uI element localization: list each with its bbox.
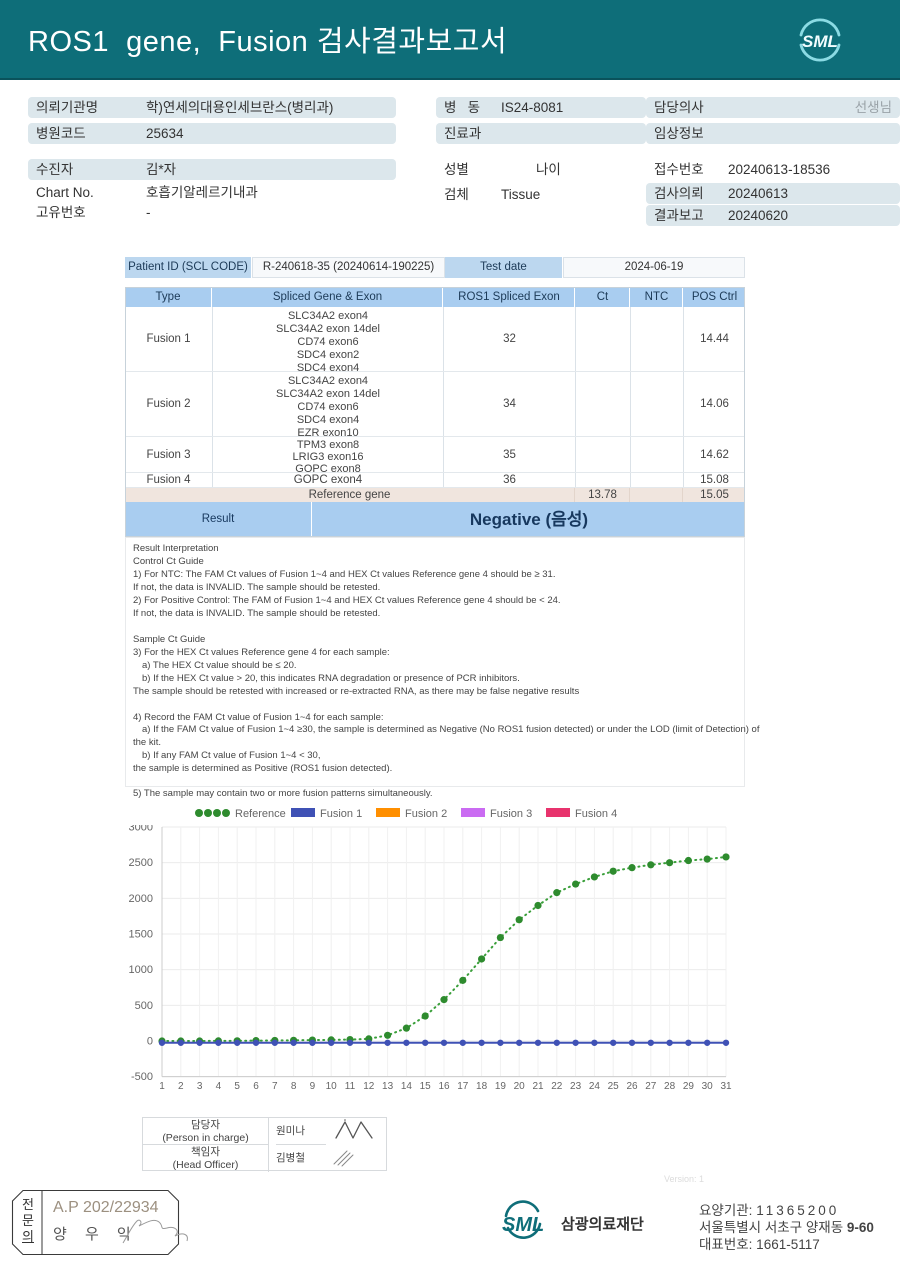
svg-text:22: 22 — [551, 1081, 563, 1092]
svg-text:20: 20 — [514, 1081, 526, 1092]
svg-text:31: 31 — [720, 1081, 732, 1092]
svg-text:28: 28 — [664, 1081, 676, 1092]
svg-text:29: 29 — [683, 1081, 695, 1092]
svg-text:Fusion 2: Fusion 2 — [405, 808, 447, 820]
svg-text:Fusion 4: Fusion 4 — [575, 808, 617, 820]
svg-text:3000: 3000 — [129, 825, 153, 834]
svg-text:26: 26 — [626, 1081, 638, 1092]
svg-text:Fusion 3: Fusion 3 — [490, 808, 532, 820]
svg-text:1: 1 — [159, 1081, 165, 1092]
svg-text:3: 3 — [197, 1081, 203, 1092]
svg-text:1000: 1000 — [129, 964, 153, 976]
svg-text:23: 23 — [570, 1081, 582, 1092]
svg-text:0: 0 — [147, 1036, 153, 1048]
svg-text:11: 11 — [345, 1081, 356, 1092]
svg-text:17: 17 — [457, 1081, 469, 1092]
svg-text:6: 6 — [253, 1081, 259, 1092]
svg-text:4: 4 — [216, 1081, 222, 1092]
svg-text:19: 19 — [495, 1081, 507, 1092]
svg-text:Reference: Reference — [235, 808, 286, 820]
svg-text:18: 18 — [476, 1081, 488, 1092]
svg-text:2500: 2500 — [129, 857, 153, 869]
svg-text:24: 24 — [589, 1081, 601, 1092]
svg-text:30: 30 — [702, 1081, 714, 1092]
svg-text:15: 15 — [420, 1081, 432, 1092]
svg-text:27: 27 — [645, 1081, 657, 1092]
svg-text:21: 21 — [532, 1081, 544, 1092]
svg-text:7: 7 — [272, 1081, 278, 1092]
svg-text:SML: SML — [502, 1214, 544, 1236]
svg-text:8: 8 — [291, 1081, 297, 1092]
svg-text:2: 2 — [178, 1081, 184, 1092]
svg-text:-500: -500 — [131, 1071, 153, 1083]
svg-text:13: 13 — [382, 1081, 394, 1092]
svg-text:16: 16 — [438, 1081, 450, 1092]
svg-text:Fusion 1: Fusion 1 — [320, 808, 362, 820]
svg-text:14: 14 — [401, 1081, 413, 1092]
svg-text:9: 9 — [310, 1081, 316, 1092]
svg-text:1500: 1500 — [129, 929, 153, 941]
svg-text:SML: SML — [802, 32, 838, 51]
svg-text:5: 5 — [234, 1081, 240, 1092]
svg-text:12: 12 — [363, 1081, 375, 1092]
svg-text:2000: 2000 — [129, 893, 153, 905]
svg-text:25: 25 — [608, 1081, 620, 1092]
svg-text:10: 10 — [326, 1081, 338, 1092]
svg-text:500: 500 — [135, 1000, 153, 1012]
